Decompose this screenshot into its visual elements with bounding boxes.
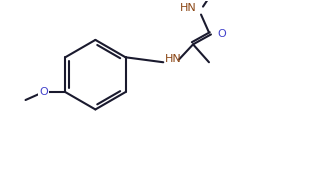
Text: O: O (39, 87, 48, 97)
Text: HN: HN (180, 3, 197, 13)
Text: HN: HN (165, 54, 182, 64)
Text: O: O (217, 29, 226, 39)
